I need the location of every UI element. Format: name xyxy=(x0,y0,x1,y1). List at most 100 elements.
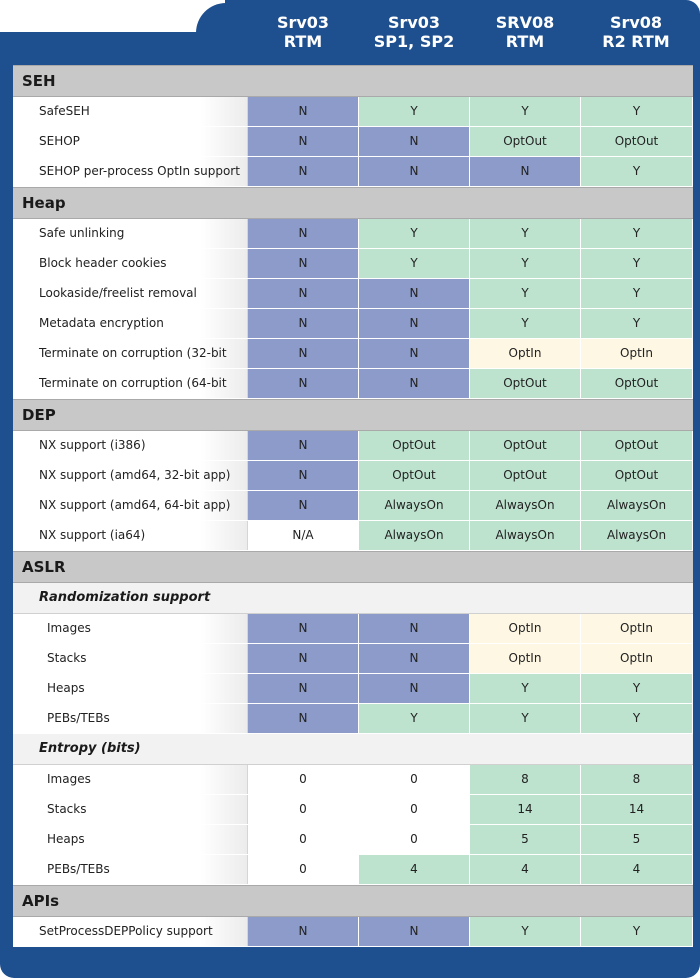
table-row: Images 0 0 8 8 xyxy=(13,765,693,795)
table-cell: OptIn xyxy=(581,339,693,368)
table-cell: 5 xyxy=(470,825,581,854)
row-label-text: SEHOP per-process OptIn support xyxy=(39,164,240,178)
table-cell: N xyxy=(248,339,359,368)
table-cell: N xyxy=(248,279,359,308)
column-header-line: Srv03 xyxy=(387,13,441,32)
table-row: NX support (amd64, 64-bit app) N AlwaysOn A… xyxy=(13,491,693,521)
table-cell: N xyxy=(248,644,359,673)
table-cell: Y xyxy=(470,704,581,733)
table-cell: N xyxy=(359,127,470,156)
table-row: SEHOP per-process OptIn support N N N Y xyxy=(13,157,693,187)
table-cell: N xyxy=(248,97,359,126)
table-cell: Y xyxy=(470,309,581,338)
section-header: SEH xyxy=(13,65,693,97)
table-cell: 0 xyxy=(248,765,359,794)
row-label-text: SEHOP xyxy=(39,134,80,148)
table-cell: Y xyxy=(359,97,470,126)
table-row: NX support (amd64, 32-bit app) N OptOut Opt… xyxy=(13,461,693,491)
row-label: SEHOP xyxy=(13,127,248,156)
table-cell: 0 xyxy=(359,765,470,794)
subsection-header: Randomization support xyxy=(13,583,693,614)
table-cell: AlwaysOn xyxy=(359,491,470,520)
table-row: SEHOP N N OptOut OptOut xyxy=(13,127,693,157)
row-label: Terminate on corruption (64-bit app) xyxy=(13,369,248,419)
table-row: Lookaside/freelist removal N N Y Y xyxy=(13,279,693,309)
row-label: Stacks xyxy=(13,795,248,824)
table-row: PEBs/TEBs N Y Y Y xyxy=(13,704,693,734)
table-cell: 0 xyxy=(359,825,470,854)
row-label-text: PEBs/TEBs xyxy=(47,862,110,876)
table-cell: N xyxy=(359,369,470,398)
table-cell: N xyxy=(248,157,359,186)
row-label: Safe unlinking xyxy=(13,219,248,248)
section-label: Heap xyxy=(22,194,66,212)
table-cell: OptIn xyxy=(581,644,693,673)
column-header: Srv08 R2 RTM xyxy=(581,6,691,58)
table-cell: Y xyxy=(581,219,693,248)
row-label: Metadata encryption xyxy=(13,309,248,338)
table-cell: OptOut xyxy=(581,369,693,398)
table-cell: Y xyxy=(470,249,581,278)
row-label-text: NX support (amd64, 32-bit app) xyxy=(39,468,231,482)
table-cell: Y xyxy=(470,97,581,126)
row-label-text: Lookaside/freelist removal xyxy=(39,286,197,300)
table-cell: N xyxy=(359,674,470,703)
table-cell: N xyxy=(248,491,359,520)
column-header-line: Srv03 xyxy=(276,13,330,32)
table-cell: OptOut xyxy=(581,431,693,460)
table-cell: AlwaysOn xyxy=(359,521,470,550)
row-label-text: Images xyxy=(47,772,91,786)
table-cell: 4 xyxy=(581,855,693,884)
table-cell: AlwaysOn xyxy=(581,491,693,520)
table-row: PEBs/TEBs 0 4 4 4 xyxy=(13,855,693,885)
table-cell: Y xyxy=(581,97,693,126)
row-label: NX support (amd64, 32-bit app) xyxy=(13,461,248,490)
subsection-label: Entropy (bits) xyxy=(39,741,141,756)
table-cell: Y xyxy=(581,674,693,703)
table-cell: Y xyxy=(359,249,470,278)
row-label: Stacks xyxy=(13,644,248,673)
table-row: Heaps 0 0 5 5 xyxy=(13,825,693,855)
table-cell: Y xyxy=(470,917,581,946)
table-cell: Y xyxy=(581,309,693,338)
table-row: Stacks 0 0 14 14 xyxy=(13,795,693,825)
table-row: Images N N OptIn OptIn xyxy=(13,614,693,644)
table-cell: 0 xyxy=(248,825,359,854)
row-label: Heaps xyxy=(13,825,248,854)
table-cell: OptIn xyxy=(470,339,581,368)
row-label-text: SetProcessDEPPolicy support xyxy=(39,924,213,938)
table-cell: 14 xyxy=(581,795,693,824)
section-label: ASLR xyxy=(22,558,66,576)
table-cell: Y xyxy=(581,279,693,308)
row-label-text: Block header cookies xyxy=(39,256,167,270)
column-header-line: SRV08 xyxy=(495,13,555,32)
row-label-text: Safe unlinking xyxy=(39,226,125,240)
table-row: Heaps N N Y Y xyxy=(13,674,693,704)
column-header: Srv03 SP1, SP2 xyxy=(359,6,469,58)
table-cell: 14 xyxy=(470,795,581,824)
column-header: Srv03 RTM xyxy=(248,6,358,58)
table-cell: N xyxy=(248,249,359,278)
table-cell: OptIn xyxy=(581,614,693,643)
section-header: APIs xyxy=(13,885,693,917)
section-label: APIs xyxy=(22,892,60,910)
table-cell: Y xyxy=(581,249,693,278)
table-cell: OptOut xyxy=(470,461,581,490)
section-label: SEH xyxy=(22,72,56,90)
table-cell: N xyxy=(248,369,359,398)
row-label-text: Images xyxy=(47,621,91,635)
table-cell: N/A xyxy=(248,521,359,550)
column-header-line: R2 RTM xyxy=(602,32,670,51)
table-row: Block header cookies N Y Y Y xyxy=(13,249,693,279)
section-label: DEP xyxy=(22,406,56,424)
table-cell: Y xyxy=(359,704,470,733)
table-cell: Y xyxy=(581,704,693,733)
table-cell: N xyxy=(248,917,359,946)
table-cell: N xyxy=(248,674,359,703)
row-label-text: SafeSEH xyxy=(39,104,90,118)
table-cell: Y xyxy=(581,917,693,946)
row-label: SafeSEH xyxy=(13,97,248,126)
table-cell: N xyxy=(359,614,470,643)
table-cell: Y xyxy=(470,219,581,248)
table-cell: Y xyxy=(359,219,470,248)
